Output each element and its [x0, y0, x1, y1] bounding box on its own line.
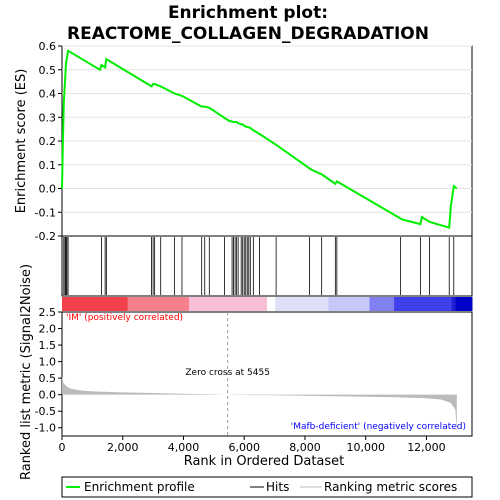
- zero-cross-label: Zero cross at 5455: [185, 368, 270, 378]
- es-y-tick-label: -0.2: [35, 230, 56, 243]
- metric-y-tick-label: 1.5: [39, 339, 57, 352]
- x-ticks: 0 2,000 4,000 6,000 8,000 10,000 12,000: [59, 436, 446, 454]
- es-y-tick-label: 0.3: [39, 111, 57, 124]
- metric-panel-frame: [61, 311, 473, 437]
- negative-correlation-label: 'Mafb-deficient' (negatively correlated): [291, 422, 466, 432]
- metric-y-tick-label: 0.0: [39, 389, 57, 402]
- color-bar-segment: [127, 297, 190, 311]
- es-y-tick-label: -0.1: [35, 206, 56, 219]
- rank-color-bar: [62, 297, 473, 311]
- color-bar-segment: [267, 297, 276, 311]
- es-y-axis-label: Enrichment score (ES): [14, 69, 29, 214]
- es-y-tick-label: 0.1: [39, 159, 57, 172]
- chart-title-line1: Enrichment plot:: [168, 3, 328, 23]
- x-tick-label: 8,000: [289, 441, 321, 454]
- x-tick-label: 2,000: [107, 441, 139, 454]
- x-tick-label: 4,000: [168, 441, 200, 454]
- metric-y-ticks: -1.0 -0.5 0.0 0.5 1.0 1.5 2.0 2.5: [35, 306, 62, 435]
- es-y-tick-label: 0.4: [39, 88, 57, 101]
- metric-y-tick-label: 0.5: [39, 372, 57, 385]
- x-tick-label: 6,000: [228, 441, 260, 454]
- positive-correlation-label: 'IM' (positively correlated): [66, 313, 183, 323]
- color-bar-segment: [455, 297, 473, 311]
- es-y-tick-label: 0.2: [39, 135, 57, 148]
- color-bar-segment: [394, 297, 452, 311]
- legend-frame: [61, 476, 473, 498]
- es-y-tick-label: 0.6: [39, 40, 57, 53]
- metric-y-tick-label: 2.5: [39, 306, 57, 319]
- chart-title-line2: REACTOME_COLLAGEN_DEGRADATION: [67, 24, 429, 44]
- color-bar-segment: [189, 297, 268, 311]
- es-y-tick-label: 0.5: [39, 64, 57, 77]
- legend-metric-label: Ranking metric scores: [324, 480, 457, 494]
- hit-marks: [63, 237, 455, 295]
- color-bar-segment: [451, 297, 457, 311]
- metric-y-tick-label: 2.0: [39, 323, 57, 336]
- metric-y-tick-label: 1.0: [39, 356, 57, 369]
- enrichment-profile-line: [61, 49, 458, 230]
- x-axis-label: Rank in Ordered Dataset: [184, 454, 345, 469]
- hits-panel-frame: [61, 235, 473, 297]
- color-bar-segment: [62, 297, 129, 311]
- es-y-ticks: -0.2 -0.1 0.0 0.1 0.2 0.3 0.4 0.5 0.6: [35, 40, 62, 243]
- legend-es-label: Enrichment profile: [84, 480, 195, 494]
- metric-y-tick-label: -0.5: [35, 405, 56, 418]
- metric-y-tick-label: -1.0: [35, 422, 56, 435]
- legend: Enrichment profile Hits Ranking metric s…: [61, 476, 473, 498]
- color-bar-segment: [275, 297, 329, 311]
- color-bar-segment: [369, 297, 395, 311]
- es-y-tick-label: 0.0: [39, 183, 57, 196]
- x-tick-label: 0: [59, 441, 66, 454]
- x-tick-label: 12,000: [407, 441, 446, 454]
- legend-hits-label: Hits: [266, 480, 289, 494]
- metric-y-axis-label: Ranked list metric (Signal2Noise): [19, 264, 34, 480]
- color-bar-segment: [328, 297, 370, 311]
- x-tick-label: 10,000: [346, 441, 385, 454]
